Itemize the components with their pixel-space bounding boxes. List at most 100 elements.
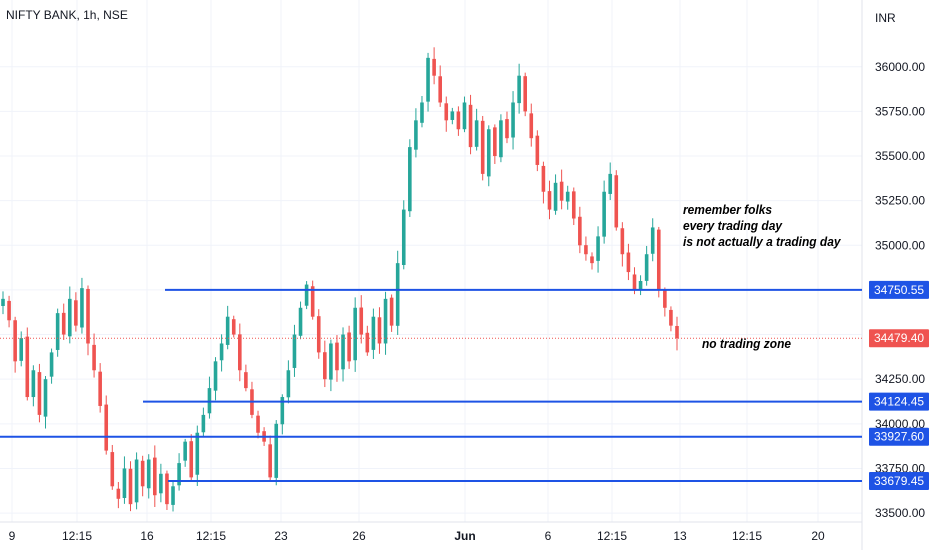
candle-body [523,76,527,112]
last-price-tag [869,329,929,348]
candle-body [365,332,370,353]
y-tick-label: 35250.00 [875,194,925,208]
candle-body [292,334,297,368]
y-tick-label: 33500.00 [875,506,925,520]
candle-body [13,320,17,362]
y-tick-label: 34250.00 [875,372,925,386]
candle-body [86,288,90,344]
annotation-line: every trading day [683,218,783,233]
y-tick-label: 36000.00 [875,60,925,74]
candle-body [231,319,236,335]
candle-body [55,313,60,350]
candle-body [122,468,127,499]
candle-body [480,120,485,174]
candle-body [310,286,315,317]
candle-body [584,245,588,255]
candle-body [432,58,436,76]
candle-body [383,298,388,344]
candle-body [335,342,339,371]
candle-body [43,379,48,417]
candle-body [140,460,145,487]
candle-body [19,338,24,361]
candle-body [74,300,78,326]
candle-body [1,298,5,306]
candle-body [474,120,479,147]
level-price-text: 33679.45 [874,474,924,488]
candle-body [110,452,115,487]
candle-body [401,209,406,266]
candle-body [146,459,151,489]
candle-body [116,488,121,499]
candle-body [420,102,424,123]
candle-body [389,297,394,326]
candle-body [201,414,206,433]
candle-body [571,191,576,219]
y-tick-label: 34000.00 [875,417,925,431]
candle-body [25,336,30,398]
candle-body [304,284,309,306]
candle-body [183,441,187,461]
candle-body [450,111,455,120]
candle-body [195,432,200,475]
candle-body [171,486,175,505]
candle-body [177,463,181,486]
y-tick-label: 35500.00 [875,149,925,163]
last-price-text: 34479.40 [874,331,924,345]
candle-body [134,459,139,503]
candle-body [444,103,449,121]
candle-body [189,441,194,478]
candle-body [626,252,631,273]
x-tick-label: 12:15 [62,529,92,543]
candle-body [493,127,497,157]
candle-body [238,334,242,371]
candle-body [650,227,655,254]
candle-body [486,129,491,177]
candle-body [608,173,613,194]
candle-body [329,343,333,380]
candle-body [286,370,291,398]
candle-body [268,444,272,478]
candle-body [517,75,521,104]
level-price-text: 34750.55 [874,283,924,297]
x-tick-label: 12:15 [732,529,762,543]
level-price-text: 33927.60 [874,430,924,444]
candle-body [578,216,582,246]
x-tick-label: 13 [673,529,687,543]
x-tick-label: 9 [9,529,16,543]
candle-body [553,182,558,211]
candle-body [468,104,473,148]
candle-body [274,423,279,478]
candle-body [128,468,133,505]
annotation-line: remember folks [683,202,773,217]
candle-body [505,119,509,139]
candle-body [341,334,345,370]
candle-body [49,352,54,377]
chart-title: NIFTY BANK, 1h, NSE [6,8,128,22]
y-tick-label: 33750.00 [875,461,925,475]
candle-body [61,312,66,335]
candle-body [153,457,157,496]
candle-body [359,307,364,335]
candle-body [462,102,467,130]
level-price-tag [869,427,929,446]
candle-body [669,309,673,326]
candle-body [596,236,600,261]
x-tick-label: 12:15 [597,529,627,543]
candle-body [663,290,667,308]
x-tick-label: 23 [274,529,288,543]
x-tick-label: 20 [811,529,825,543]
candle-body [426,57,430,102]
annotation-bottom-note: no trading zone [702,336,792,351]
candle-body [565,191,570,202]
candle-body [213,361,218,391]
candle-body [535,135,540,165]
level-price-tag [869,280,929,299]
candle-body [37,372,42,415]
x-tick-label: 12:15 [196,529,226,543]
candle-body [602,191,606,237]
candle-body [547,191,552,210]
currency-label: INR [875,11,896,25]
candle-body [638,281,643,291]
